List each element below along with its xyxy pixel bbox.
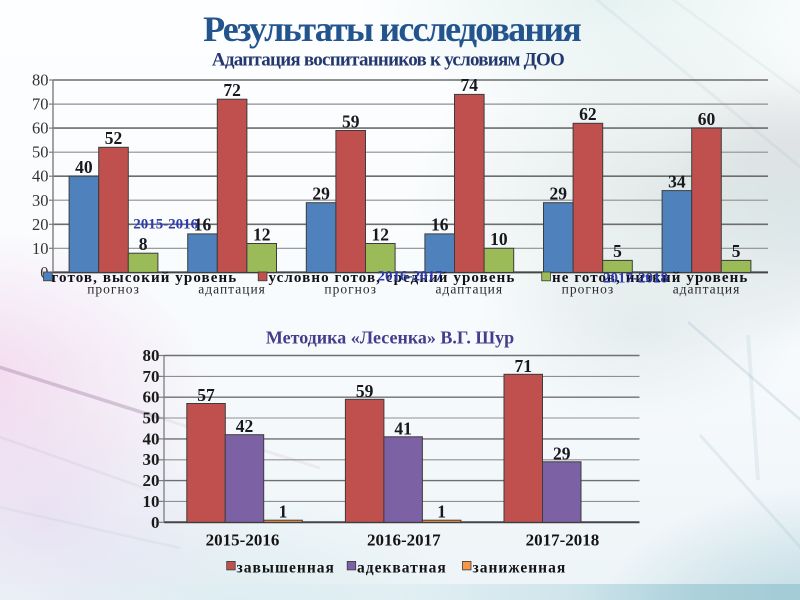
svg-text:16: 16 [194,215,212,235]
svg-text:30: 30 [32,191,49,210]
svg-text:40: 40 [143,429,160,448]
svg-text:12: 12 [372,224,390,244]
svg-text:Результаты исследования: Результаты исследования [203,9,581,49]
svg-text:адаптация: адаптация [673,282,741,297]
svg-text:5: 5 [613,241,622,261]
svg-text:10: 10 [143,492,160,511]
svg-text:2016-2017: 2016-2017 [378,269,443,285]
svg-text:адаптация: адаптация [435,282,503,297]
svg-text:Адаптация воспитанников к усло: Адаптация воспитанников к условиям ДОО [212,50,564,71]
svg-text:30: 30 [143,450,160,469]
svg-text:80: 80 [32,71,49,90]
svg-text:80: 80 [143,346,160,365]
svg-text:1: 1 [437,502,446,522]
svg-text:60: 60 [32,119,49,138]
svg-text:74: 74 [461,75,479,95]
svg-text:72: 72 [223,80,241,100]
svg-text:10: 10 [490,229,508,249]
svg-text:60: 60 [698,109,716,129]
svg-text:42: 42 [236,416,254,436]
svg-text:2017-2018: 2017-2018 [526,531,600,550]
svg-text:не готов, низкий уровень: не готов, низкий уровень [552,270,748,286]
svg-text:29: 29 [312,184,330,204]
svg-text:16: 16 [431,215,449,235]
svg-text:адаптация: адаптация [198,282,266,297]
svg-text:41: 41 [394,418,412,438]
svg-text:условно готов, средний уровень: условно готов, средний уровень [269,270,516,286]
svg-text:40: 40 [32,167,49,186]
svg-text:Методика «Лесенка» В.Г. Шур: Методика «Лесенка» В.Г. Шур [266,328,514,348]
svg-text:60: 60 [143,388,160,407]
svg-text:1: 1 [279,502,288,522]
svg-text:59: 59 [342,111,360,131]
svg-text:10: 10 [32,239,49,258]
svg-text:20: 20 [32,215,49,234]
svg-text:59: 59 [356,381,374,401]
svg-text:52: 52 [105,128,123,148]
svg-text:2016-2017: 2016-2017 [367,531,441,550]
svg-text:адекватная: адекватная [357,560,447,577]
svg-text:готов, высокий уровень: готов, высокий уровень [52,270,238,286]
svg-text:40: 40 [75,157,93,177]
svg-text:12: 12 [253,224,271,244]
svg-text:20: 20 [143,471,160,490]
svg-text:34: 34 [668,171,686,191]
svg-text:0: 0 [151,513,160,532]
svg-text:57: 57 [197,385,215,405]
svg-text:прогноз: прогноз [324,282,377,297]
svg-text:29: 29 [553,443,571,463]
svg-text:2017-2018: 2017-2018 [603,271,668,287]
svg-text:2015-2016: 2015-2016 [133,217,198,233]
svg-text:прогноз: прогноз [562,282,615,297]
svg-text:70: 70 [32,95,49,114]
svg-text:прогноз: прогноз [87,282,140,297]
svg-text:50: 50 [32,143,49,162]
svg-text:8: 8 [139,234,148,254]
svg-text:завышенная: завышенная [237,560,335,577]
svg-text:5: 5 [732,241,741,261]
svg-text:заниженная: заниженная [473,560,567,577]
svg-text:62: 62 [579,104,597,124]
svg-text:71: 71 [514,356,532,376]
svg-text:50: 50 [143,409,160,428]
svg-text:2015-2016: 2015-2016 [206,531,280,550]
svg-text:70: 70 [143,367,160,386]
svg-text:29: 29 [550,184,568,204]
